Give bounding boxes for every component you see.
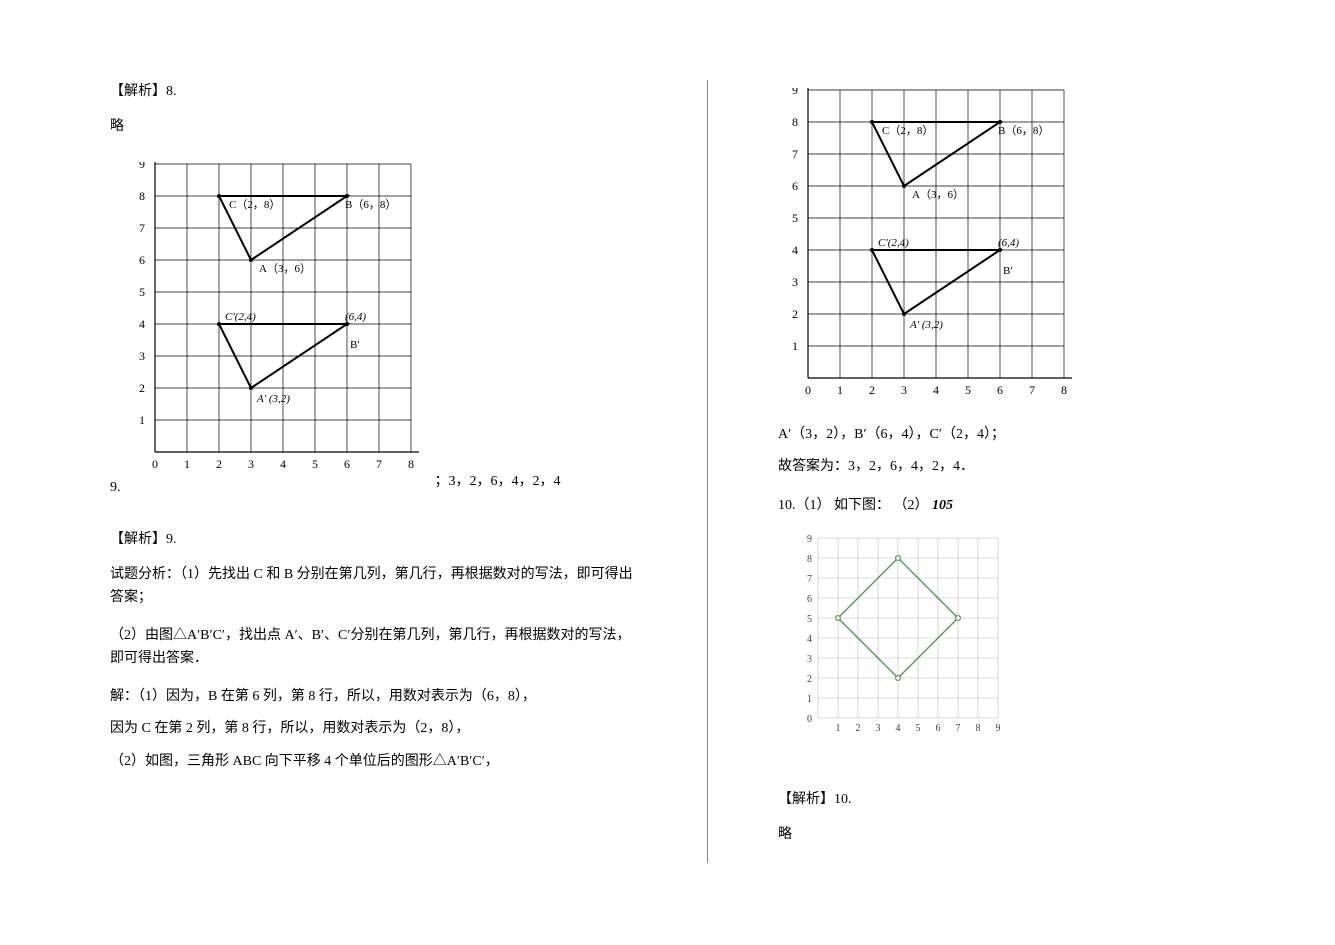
svg-text:C′(2,4): C′(2,4) <box>225 311 256 323</box>
svg-text:(6,4): (6,4) <box>345 311 366 323</box>
svg-text:6: 6 <box>807 594 812 605</box>
analysis-9-p3: 解：（1）因为，B 在第 6 列，第 8 行，所以，用数对表示为（6，8）， <box>110 686 637 708</box>
svg-text:C（2，8）: C（2，8） <box>882 124 933 137</box>
svg-text:1: 1 <box>792 339 798 353</box>
svg-text:7: 7 <box>807 574 812 585</box>
svg-text:6: 6 <box>997 383 1003 397</box>
svg-text:7: 7 <box>792 147 798 161</box>
svg-text:7: 7 <box>955 723 960 734</box>
svg-text:8: 8 <box>807 554 812 565</box>
right-column: C（2，8） B（6，8） A（3，6） C′(2,4) (6,4) B′ A′ (3,2)… <box>778 80 1305 863</box>
q10-line: 10.（1） 如下图： （2） 105 <box>778 495 1305 517</box>
svg-text:9: 9 <box>807 534 812 545</box>
svg-text:2: 2 <box>869 383 875 397</box>
svg-text:A（3，6）: A（3，6） <box>259 262 311 275</box>
small-chart-wrap: 1 2 3 4 5 6 7 8 9 0 1 2 3 4 5 6 7 8 9 <box>798 533 1305 748</box>
svg-text:3: 3 <box>875 723 880 734</box>
svg-text:0: 0 <box>152 457 158 471</box>
q9-figure-row: 9. C（2，8） B（6，8） A（3，6） C′(2,4) (6,4) B′ A′ (3… <box>110 154 637 498</box>
svg-text:6: 6 <box>344 457 350 471</box>
svg-text:8: 8 <box>408 457 414 471</box>
svg-text:2: 2 <box>807 674 812 685</box>
svg-text:5: 5 <box>139 285 145 299</box>
page: 【解析】8. 略 9. C（2，8） B（6，8） A（3，6） C′(2,4) (6,… <box>0 0 1335 883</box>
svg-text:5: 5 <box>965 383 971 397</box>
text-omit-8: 略 <box>110 116 637 138</box>
svg-text:A′ (3,2): A′ (3,2) <box>909 319 943 331</box>
chart-q9: C（2，8） B（6，8） A（3，6） C′(2,4) (6,4) B′ A′ (3,2)… <box>125 162 435 482</box>
q10-prefix: 10.（1） 如下图： （2） <box>778 498 929 513</box>
svg-text:4: 4 <box>933 383 939 397</box>
q9-number: 9. <box>110 480 121 498</box>
svg-text:8: 8 <box>139 189 145 203</box>
text-omit-10: 略 <box>778 824 1305 846</box>
q9-tail-text: ；3，2，6，4，2，4 <box>435 470 561 498</box>
svg-text:C′(2,4): C′(2,4) <box>878 237 909 249</box>
svg-text:3: 3 <box>792 275 798 289</box>
svg-text:4: 4 <box>139 317 145 331</box>
chart-right-wrap: C（2，8） B（6，8） A（3，6） C′(2,4) (6,4) B′ A′ (3,2)… <box>778 88 1305 408</box>
svg-text:6: 6 <box>935 723 940 734</box>
svg-text:5: 5 <box>792 211 798 225</box>
svg-text:0: 0 <box>805 383 811 397</box>
analysis-9-p2: （2）由图△A′B′C′，找出点 A′、B′、C′分别在第几列，第几行，再根据数… <box>110 625 637 670</box>
svg-text:7: 7 <box>376 457 382 471</box>
svg-text:9: 9 <box>139 162 145 171</box>
svg-text:3: 3 <box>248 457 254 471</box>
svg-text:0: 0 <box>807 714 812 725</box>
svg-text:7: 7 <box>1029 383 1035 397</box>
svg-text:4: 4 <box>792 243 798 257</box>
svg-text:5: 5 <box>312 457 318 471</box>
svg-text:6: 6 <box>139 253 145 267</box>
svg-text:4: 4 <box>807 634 812 645</box>
svg-text:9: 9 <box>792 88 798 97</box>
column-divider <box>707 80 708 863</box>
svg-text:1: 1 <box>184 457 190 471</box>
svg-text:9: 9 <box>995 723 1000 734</box>
svg-text:2: 2 <box>855 723 860 734</box>
svg-text:B′: B′ <box>1003 265 1013 277</box>
analysis-9-p5: （2）如图，三角形 ABC 向下平移 4 个单位后的图形△A′B′C′， <box>110 751 637 773</box>
q10-answer: 105 <box>932 498 953 513</box>
svg-text:6: 6 <box>792 179 798 193</box>
svg-text:2: 2 <box>216 457 222 471</box>
heading-9: 【解析】9. <box>110 528 637 548</box>
svg-text:1: 1 <box>807 694 812 705</box>
analysis-9-p1: 试题分析：（1）先找出 C 和 B 分别在第几列，第几行，再根据数对的写法，即可… <box>110 564 637 609</box>
heading-10: 【解析】10. <box>778 788 1305 808</box>
svg-text:5: 5 <box>807 614 812 625</box>
grid-chart-right: C（2，8） B（6，8） A（3，6） C′(2,4) (6,4) B′ A′ (3,2)… <box>778 88 1088 408</box>
svg-text:2: 2 <box>139 381 145 395</box>
svg-text:1: 1 <box>139 413 145 427</box>
svg-text:3: 3 <box>901 383 907 397</box>
svg-text:A′ (3,2): A′ (3,2) <box>256 393 290 405</box>
svg-text:8: 8 <box>792 115 798 129</box>
svg-text:B（6，8）: B（6，8） <box>345 198 396 211</box>
svg-text:7: 7 <box>139 221 145 235</box>
grid-chart-left: C（2，8） B（6，8） A（3，6） C′(2,4) (6,4) B′ A′ (3,2)… <box>125 162 435 482</box>
svg-text:C（2，8）: C（2，8） <box>229 198 280 211</box>
svg-text:1: 1 <box>835 723 840 734</box>
svg-text:3: 3 <box>807 654 812 665</box>
heading-8: 【解析】8. <box>110 80 637 100</box>
svg-text:8: 8 <box>975 723 980 734</box>
svg-text:(6,4): (6,4) <box>998 237 1019 249</box>
svg-text:B（6，8）: B（6，8） <box>998 124 1049 137</box>
svg-text:A（3，6）: A（3，6） <box>912 188 964 201</box>
right-answer: 故答案为：3，2，6，4，2，4． <box>778 456 1305 478</box>
svg-text:8: 8 <box>1061 383 1067 397</box>
svg-text:B′: B′ <box>350 339 360 351</box>
small-grid-chart: 1 2 3 4 5 6 7 8 9 0 1 2 3 4 5 6 7 8 9 <box>798 533 1018 748</box>
analysis-9-p4: 因为 C 在第 2 列，第 8 行，所以，用数对表示为（2，8）， <box>110 718 637 740</box>
svg-text:5: 5 <box>915 723 920 734</box>
svg-text:4: 4 <box>280 457 286 471</box>
svg-text:1: 1 <box>837 383 843 397</box>
svg-text:3: 3 <box>139 349 145 363</box>
right-coords: A′（3，2），B′（6，4），C′（2，4）； <box>778 424 1305 446</box>
svg-text:2: 2 <box>792 307 798 321</box>
svg-text:4: 4 <box>895 723 900 734</box>
left-column: 【解析】8. 略 9. C（2，8） B（6，8） A（3，6） C′(2,4) (6,… <box>110 80 637 863</box>
